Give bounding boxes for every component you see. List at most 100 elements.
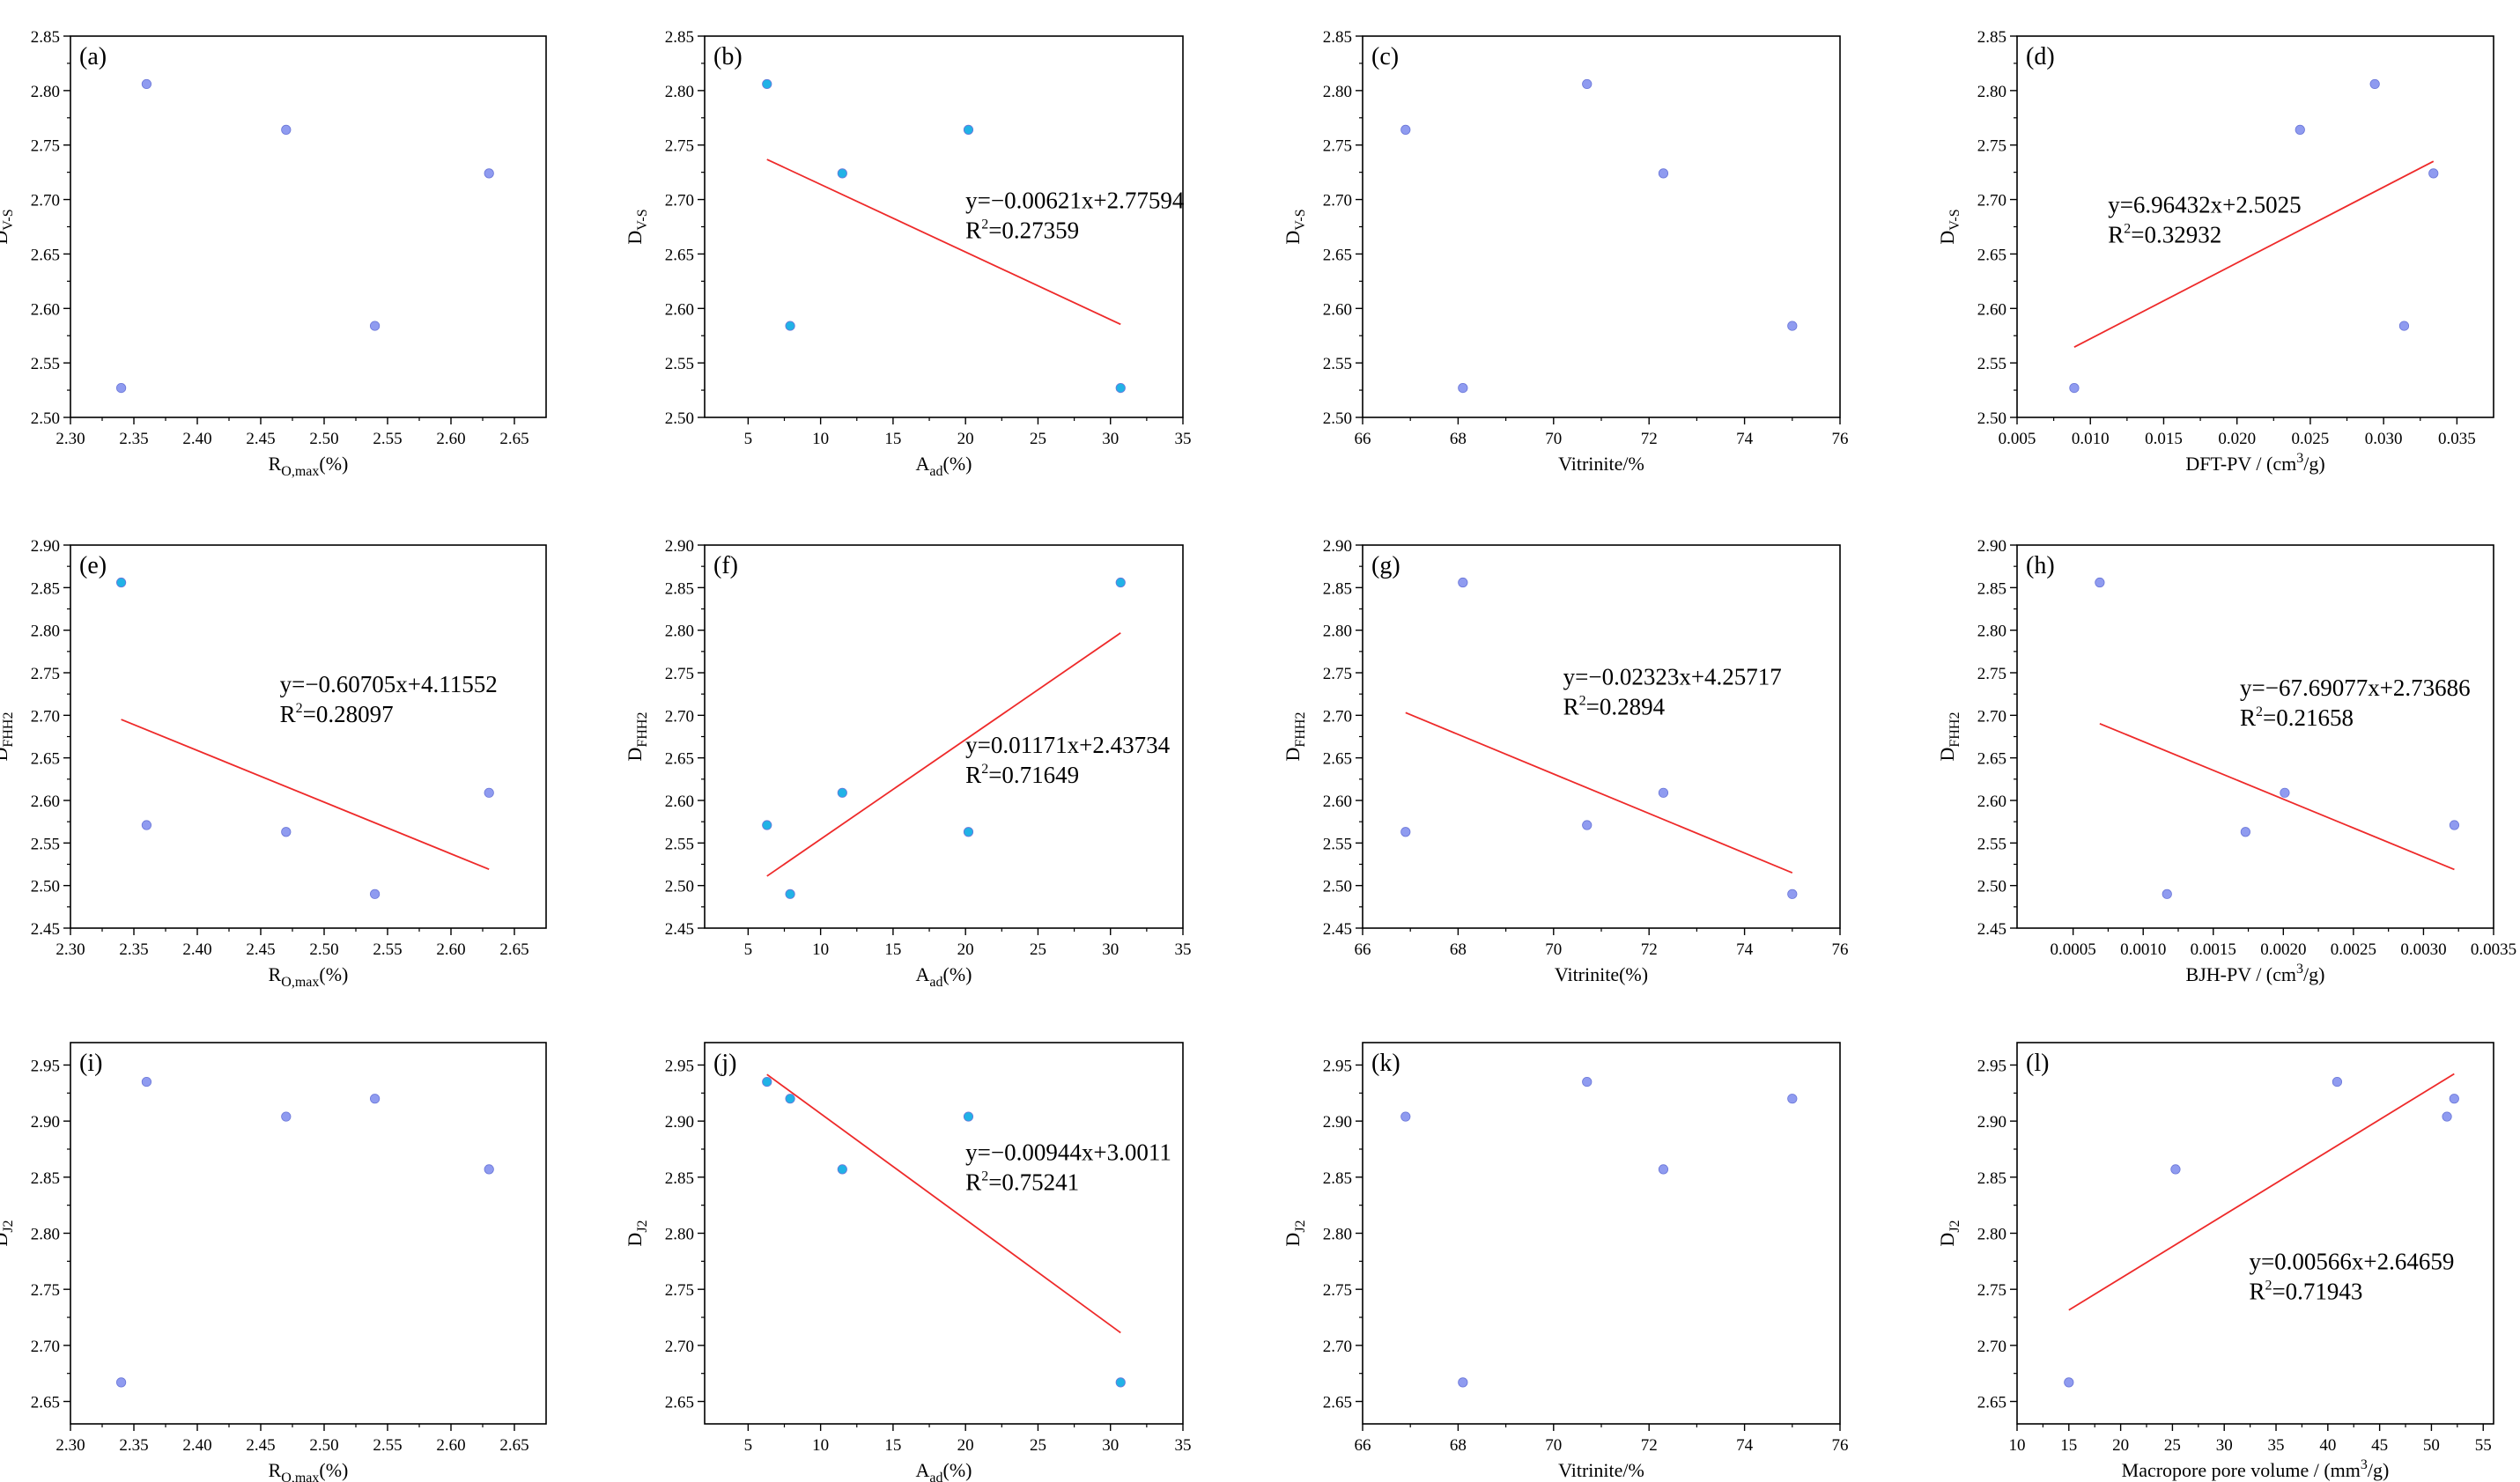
chart-d-ytick-label: 2.50 xyxy=(1977,409,2006,428)
chart-c-ytick-label: 2.55 xyxy=(1323,355,1352,373)
chart-l-xtick-label: 15 xyxy=(2060,1436,2077,1455)
chart-l-point xyxy=(2442,1111,2452,1122)
chart-b-xlabel-tail: (%) xyxy=(943,453,972,475)
chart-j-ytick-label: 2.70 xyxy=(665,1338,694,1356)
chart-d-xlabel-main: DFT-PV / (cm xyxy=(2185,453,2296,475)
chart-h-ylabel: DFHH2 xyxy=(1936,712,1962,762)
chart-e-ylabel-sub: FHH2 xyxy=(1,712,16,748)
chart-i-ytick-label: 2.85 xyxy=(31,1169,60,1188)
chart-e-ytick-label: 2.80 xyxy=(31,623,60,641)
chart-b-frame xyxy=(704,35,1184,418)
chart-c-ylabel-main: D xyxy=(1282,231,1304,245)
chart-k-point xyxy=(1658,1164,1669,1175)
chart-d-point xyxy=(2069,382,2080,394)
chart-c-point xyxy=(1400,124,1411,135)
chart-h-ylabel-main: D xyxy=(1936,748,1958,762)
chart-d-fit-equation: y=6.96432x+2.5025 xyxy=(2108,191,2301,218)
chart-e-point xyxy=(484,787,494,798)
chart-l-xtick-label: 55 xyxy=(2475,1436,2492,1455)
chart-h-xtick-label: 0.0025 xyxy=(2331,940,2376,959)
chart-g-ylabel: DFHH2 xyxy=(1282,712,1308,762)
chart-i-point xyxy=(116,1377,127,1388)
chart-j-frame xyxy=(704,1042,1184,1425)
chart-f-xlabel: Aad(%) xyxy=(916,963,972,990)
chart-k-point xyxy=(1582,1076,1593,1088)
chart-h-frame xyxy=(2016,544,2494,929)
chart-l-xtick-label: 25 xyxy=(2164,1436,2181,1455)
chart-d-ytick-label: 2.55 xyxy=(1977,355,2006,373)
chart-b-xtick-label: 30 xyxy=(1102,430,1119,448)
chart-c-xtick-label: 66 xyxy=(1355,430,1371,448)
chart-b-ytick-label: 2.85 xyxy=(665,28,694,47)
chart-e-xtick-label: 2.45 xyxy=(246,940,275,959)
chart-g-xtick-label: 66 xyxy=(1355,940,1371,959)
chart-j-point xyxy=(963,1111,974,1122)
chart-b-ytick-label: 2.55 xyxy=(665,355,694,373)
chart-f-fit-r2-label: R xyxy=(965,762,981,788)
chart-j-xlabel-tail: (%) xyxy=(943,1459,972,1481)
chart-b-ytick-label: 2.70 xyxy=(665,192,694,210)
chart-c-ylabel-sub: V-S xyxy=(1293,209,1308,230)
chart-c-ytick-label: 2.50 xyxy=(1323,409,1352,428)
chart-g-frame xyxy=(1362,544,1841,929)
chart-c-xlabel-main: Vitrinite/% xyxy=(1558,453,1644,475)
chart-l-fit-r2-value: =0.71943 xyxy=(2272,1278,2362,1304)
chart-b-xtick-label: 10 xyxy=(812,430,829,448)
chart-b-ytick-label: 2.80 xyxy=(665,83,694,101)
chart-a-point xyxy=(484,168,494,179)
chart-f-xlabel-tail: (%) xyxy=(943,963,972,985)
chart-h-ytick-label: 2.90 xyxy=(1977,537,2006,556)
chart-d-fit-r2-sup: 2 xyxy=(2124,221,2131,236)
chart-a-xlabel: RO,max(%) xyxy=(269,453,349,479)
chart-b-xlabel: Aad(%) xyxy=(916,453,972,479)
chart-d-xtick-label: 0.010 xyxy=(2072,430,2110,448)
chart-l-ytick-label: 2.65 xyxy=(1977,1394,2006,1412)
chart-g-ytick-label: 2.65 xyxy=(1323,750,1352,769)
chart-h-xlabel-sup: 3 xyxy=(2296,962,2303,977)
chart-k-ytick-label: 2.95 xyxy=(1323,1057,1352,1075)
chart-a-xlabel-sub: O,max xyxy=(281,464,319,479)
chart-h-xtick-label: 0.0030 xyxy=(2400,940,2446,959)
chart-e-frame xyxy=(70,544,547,929)
chart-i-xlabel-tail: (%) xyxy=(319,1459,348,1481)
chart-i-xlabel-main: R xyxy=(269,1459,282,1481)
chart-l-xtick-label: 40 xyxy=(2319,1436,2336,1455)
chart-i-xtick-label: 2.35 xyxy=(119,1436,148,1455)
chart-h-xlabel-main: BJH-PV / (cm xyxy=(2186,963,2297,985)
chart-j-fit-r2-value: =0.75241 xyxy=(988,1169,1079,1196)
chart-d-fit-line xyxy=(2073,160,2435,349)
chart-c-xtick-label: 76 xyxy=(1832,430,1849,448)
chart-k-tag: (k) xyxy=(1371,1050,1400,1077)
chart-f-xtick-label: 20 xyxy=(957,940,974,959)
chart-h-fit-r2: R2=0.21658 xyxy=(2240,704,2354,731)
chart-l-fit-line xyxy=(2068,1073,2455,1311)
chart-j-ytick-label: 2.90 xyxy=(665,1113,694,1132)
chart-g-ytick-label: 2.80 xyxy=(1323,623,1352,641)
chart-a-xtick-label: 2.45 xyxy=(246,430,275,448)
chart-j-ylabel: DJ2 xyxy=(624,1220,650,1246)
chart-k-ytick-label: 2.85 xyxy=(1323,1169,1352,1188)
chart-h: (h) 0.0005 0.0010 0.0015 0.0020 0.0025 0.0030 0… xyxy=(1936,537,2516,985)
chart-e-tag: (e) xyxy=(79,552,107,579)
chart-j-point xyxy=(785,1094,795,1104)
chart-l-ytick-label: 2.75 xyxy=(1977,1281,2006,1300)
chart-h-ytick-label: 2.65 xyxy=(1977,750,2006,769)
chart-a-xtick-label: 2.60 xyxy=(436,430,465,448)
chart-c-ytick-label: 2.65 xyxy=(1323,246,1352,264)
chart-a-ytick-label: 2.50 xyxy=(31,409,60,428)
chart-g-ylabel-sub: FHH2 xyxy=(1293,712,1308,748)
chart-c-ytick-label: 2.70 xyxy=(1323,192,1352,210)
chart-d-fit-r2: R2=0.32932 xyxy=(2108,221,2221,247)
chart-l-point xyxy=(2332,1076,2343,1088)
chart-j-ytick-label: 2.80 xyxy=(665,1226,694,1244)
chart-j-ytick-label: 2.65 xyxy=(665,1394,694,1412)
chart-a-ytick-label: 2.55 xyxy=(31,355,60,373)
chart-e-xtick-label: 2.30 xyxy=(55,940,85,959)
chart-c-xtick-label: 70 xyxy=(1545,430,1562,448)
chart-d-ylabel: DV-S xyxy=(1936,209,1962,244)
chart-k-xtick-label: 70 xyxy=(1545,1436,1562,1455)
chart-i-ytick-label: 2.95 xyxy=(31,1057,60,1075)
chart-a-ytick-label: 2.80 xyxy=(31,83,60,101)
chart-j-ytick-label: 2.95 xyxy=(665,1057,694,1075)
chart-i-ylabel-sub: J2 xyxy=(1,1220,16,1232)
